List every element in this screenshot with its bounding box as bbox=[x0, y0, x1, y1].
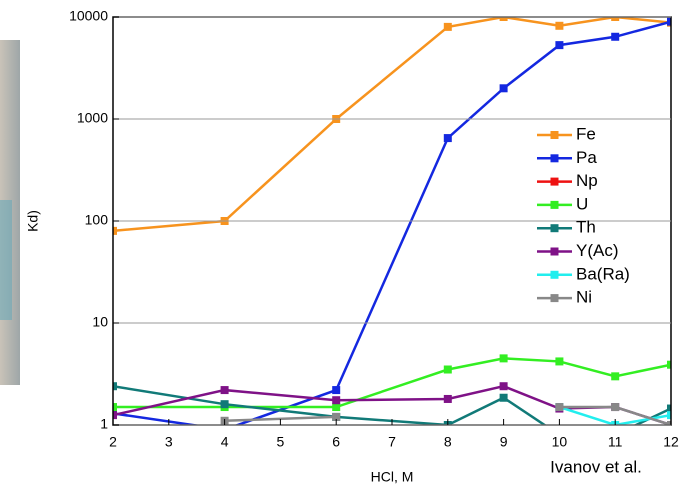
x-tick-label: 10 bbox=[552, 434, 568, 450]
plot-area bbox=[113, 17, 671, 434]
legend-label: Np bbox=[576, 171, 598, 190]
legend-marker bbox=[550, 294, 559, 303]
data-point bbox=[332, 403, 341, 412]
data-point bbox=[499, 393, 508, 402]
data-point bbox=[555, 41, 564, 50]
data-point bbox=[667, 360, 671, 369]
y-tick-label: 10 bbox=[92, 314, 108, 330]
data-point bbox=[667, 421, 671, 425]
data-point bbox=[499, 354, 508, 363]
legend-marker bbox=[550, 247, 559, 256]
x-tick-label: 4 bbox=[221, 434, 229, 450]
photo-detail bbox=[0, 200, 12, 320]
data-point bbox=[443, 394, 452, 403]
data-point bbox=[220, 386, 229, 395]
data-point bbox=[611, 372, 620, 381]
data-point bbox=[332, 396, 341, 405]
data-point bbox=[667, 411, 671, 420]
data-point bbox=[611, 17, 620, 21]
x-tick-label: 8 bbox=[444, 434, 452, 450]
y-tick-label: 1000 bbox=[77, 110, 108, 126]
y-tick-label: 100 bbox=[85, 212, 109, 228]
data-point bbox=[113, 382, 117, 391]
x-axis-label: HCl, M bbox=[371, 469, 414, 485]
data-point bbox=[332, 412, 341, 421]
legend-label: U bbox=[576, 194, 588, 213]
data-point bbox=[611, 403, 620, 412]
data-point bbox=[220, 400, 229, 409]
data-point bbox=[499, 382, 508, 391]
data-point bbox=[667, 404, 671, 413]
legend-marker bbox=[550, 224, 559, 233]
data-point bbox=[221, 426, 229, 434]
x-tick-label: 12 bbox=[663, 434, 679, 450]
x-tick-label: 9 bbox=[500, 434, 508, 450]
x-tick-label: 2 bbox=[109, 434, 117, 450]
series-line bbox=[113, 20, 671, 425]
y-tick-label: 10000 bbox=[69, 8, 108, 24]
annotation: Ivanov et al. bbox=[550, 457, 642, 476]
legend-marker bbox=[550, 177, 559, 186]
data-point bbox=[611, 32, 620, 41]
y-axis-label: Kd) bbox=[25, 210, 41, 232]
legend-marker bbox=[550, 270, 559, 279]
data-point bbox=[443, 365, 452, 374]
data-point bbox=[443, 134, 452, 143]
x-tick-label: 5 bbox=[277, 434, 285, 450]
legend-marker bbox=[550, 131, 559, 139]
data-point bbox=[113, 403, 117, 412]
y-tick-label: 1 bbox=[100, 416, 108, 432]
data-point bbox=[499, 17, 508, 21]
data-point bbox=[555, 403, 564, 412]
series-line bbox=[113, 17, 671, 233]
data-point bbox=[443, 22, 452, 31]
data-point bbox=[113, 226, 117, 235]
x-tick-label: 11 bbox=[608, 434, 623, 450]
x-tick-label: 6 bbox=[332, 434, 340, 450]
data-point bbox=[499, 84, 508, 93]
data-point bbox=[332, 386, 341, 395]
x-tick-label: 7 bbox=[388, 434, 396, 450]
legend-label: Pa bbox=[576, 148, 597, 167]
data-point bbox=[113, 411, 117, 420]
legend-label: Ba(Ra) bbox=[576, 264, 630, 283]
data-point bbox=[555, 21, 564, 30]
legend-label: Fe bbox=[576, 124, 596, 143]
legend-marker bbox=[550, 200, 559, 209]
data-point bbox=[667, 17, 671, 26]
series-line bbox=[113, 384, 671, 425]
data-point bbox=[555, 357, 564, 366]
x-tick-label: 3 bbox=[165, 434, 173, 450]
legend-label: Th bbox=[576, 218, 596, 237]
legend-label: Ni bbox=[576, 288, 592, 307]
legend-marker bbox=[550, 154, 559, 163]
legend-label: Y(Ac) bbox=[576, 241, 619, 260]
